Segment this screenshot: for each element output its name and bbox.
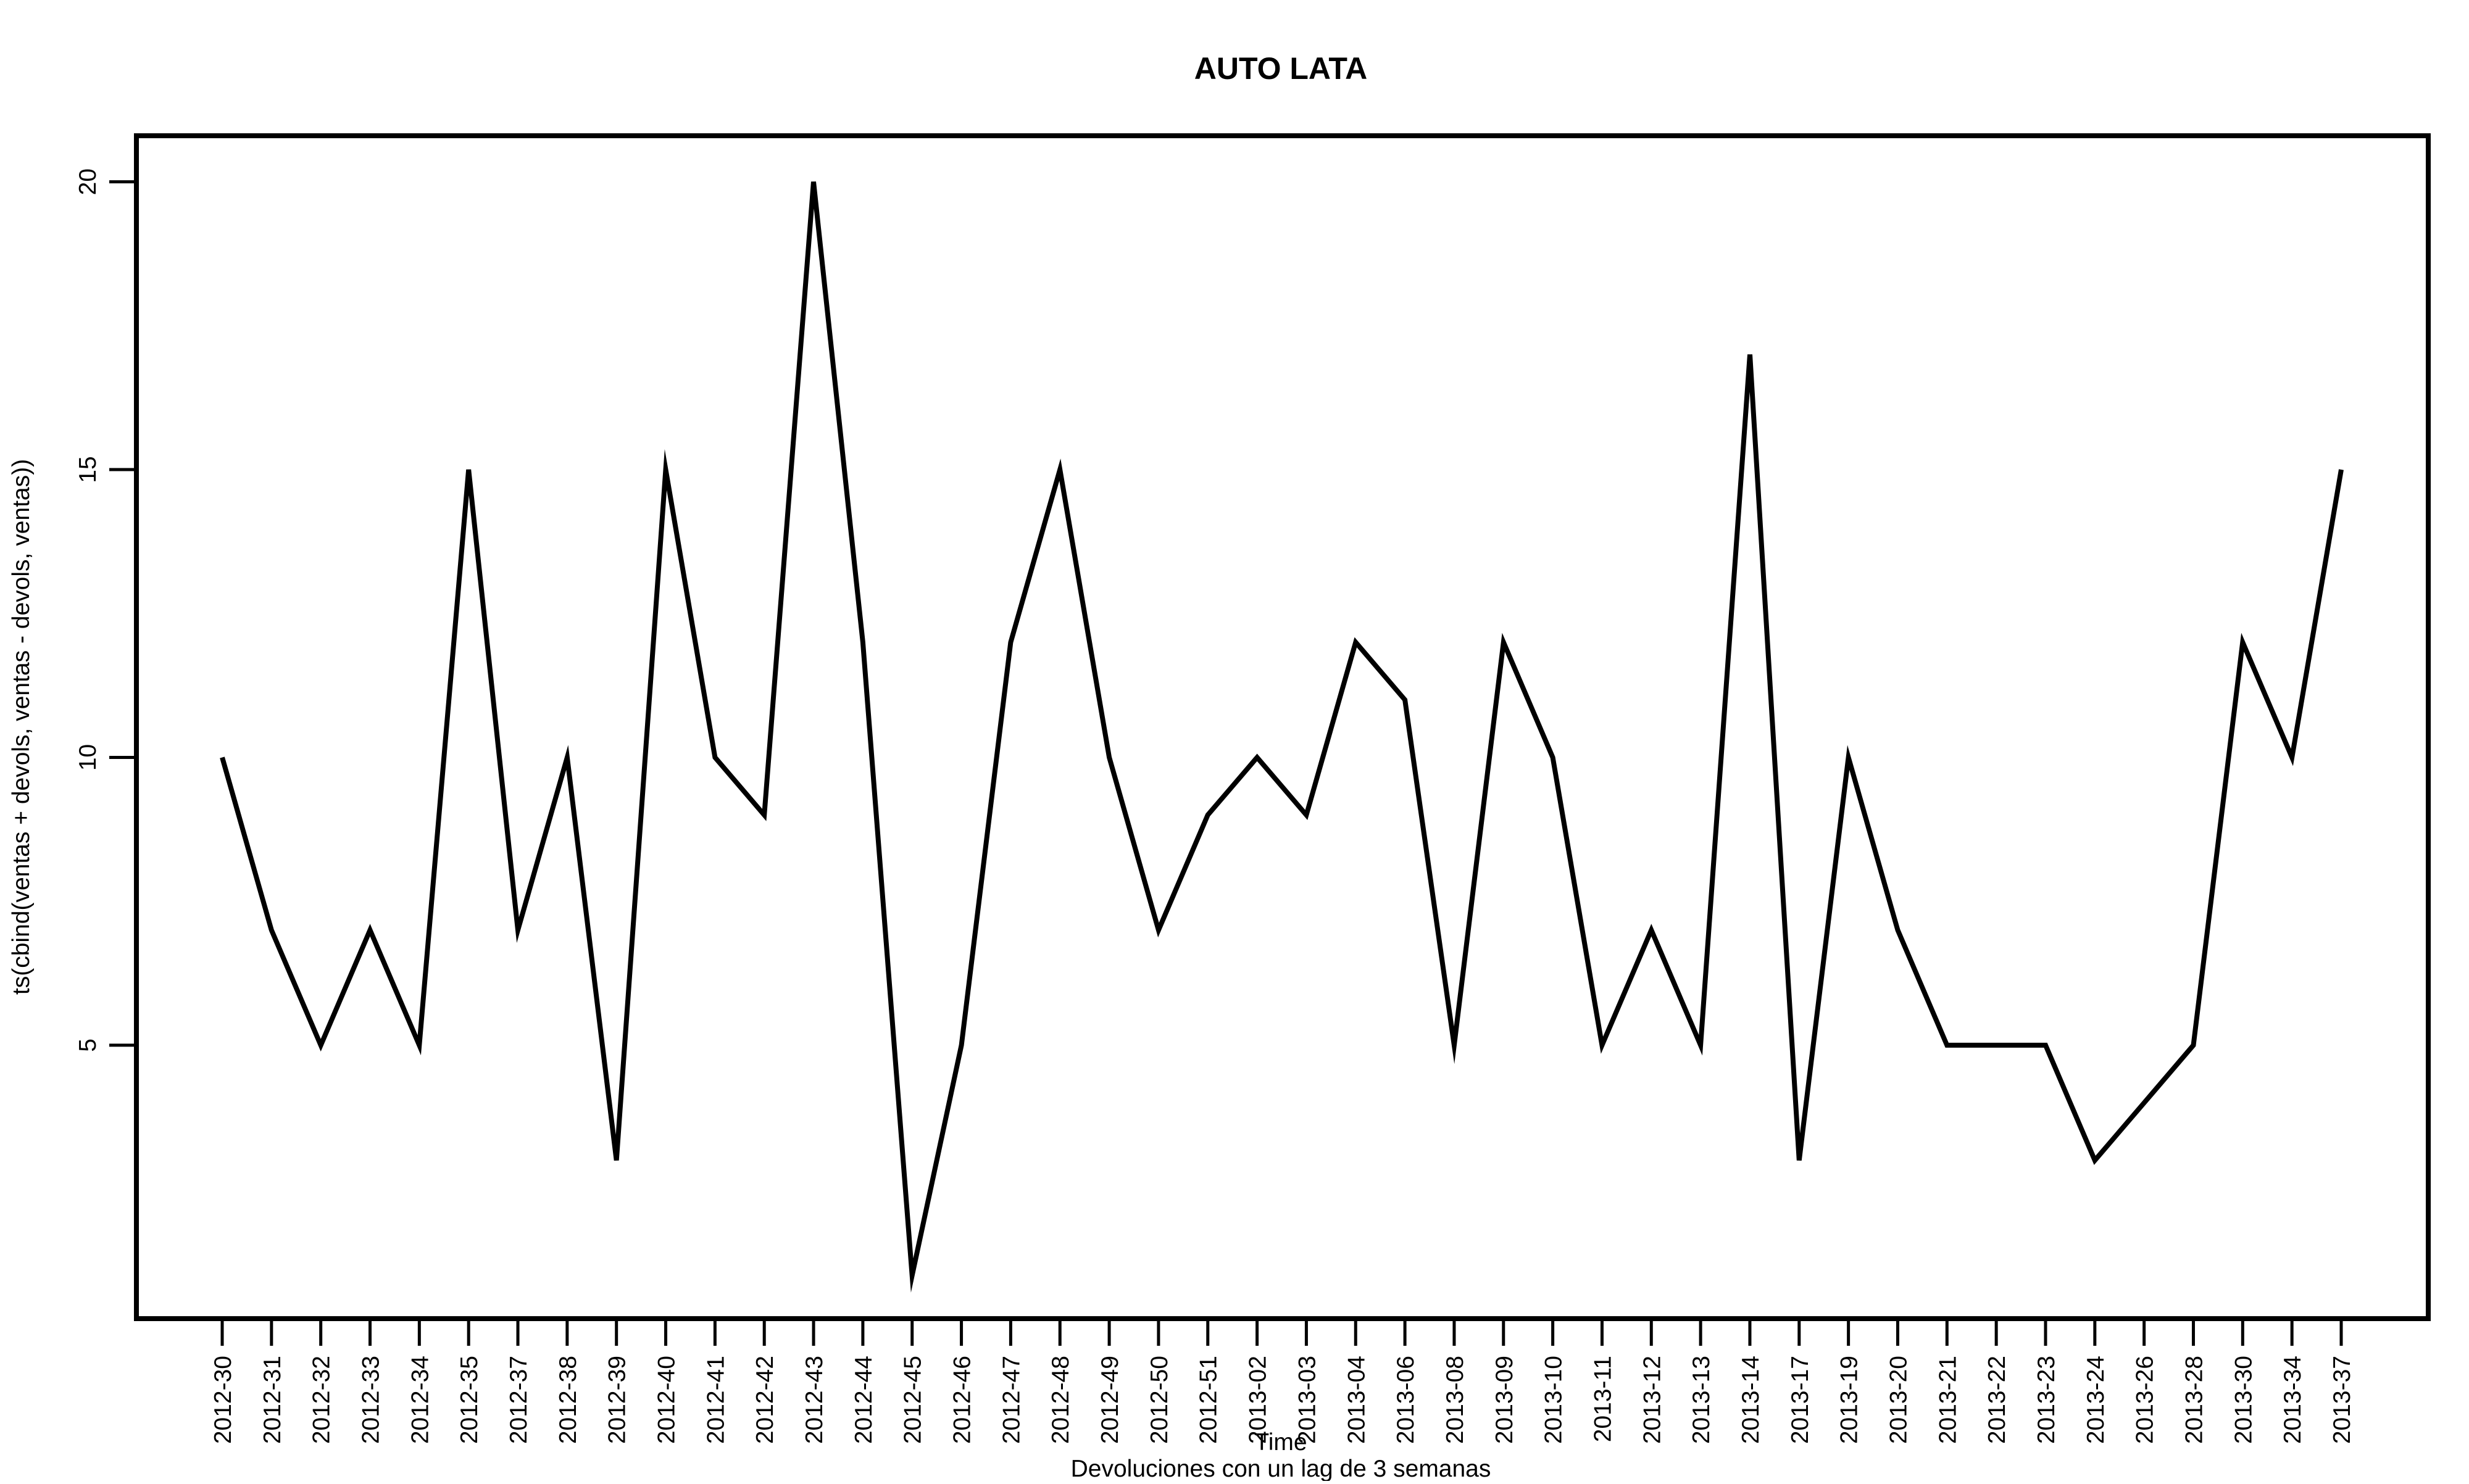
x-tick-label: 2013-11	[1589, 1356, 1616, 1442]
x-tick-label: 2012-51	[1196, 1356, 1222, 1444]
x-tick-label: 2013-09	[1491, 1356, 1518, 1444]
y-tick-label: 5	[75, 1038, 101, 1052]
x-tick-label: 2013-14	[1738, 1356, 1764, 1444]
x-tick-label: 2013-13	[1688, 1356, 1715, 1444]
x-tick-label: 2012-39	[604, 1356, 631, 1444]
chart-subtitle: Devoluciones con un lag de 3 semanas	[1071, 1456, 1491, 1481]
x-tick-label: 2013-12	[1639, 1356, 1665, 1444]
x-tick-label: 2012-42	[752, 1356, 778, 1444]
x-tick-label: 2012-35	[456, 1356, 483, 1444]
x-tick-label: 2012-49	[1097, 1356, 1123, 1444]
series-line	[220, 181, 2344, 1293]
x-tick-label: 2012-40	[654, 1356, 680, 1444]
y-tick-label: 15	[75, 456, 101, 483]
x-tick-label: 2013-28	[2181, 1356, 2207, 1444]
x-axis-label: Time	[1254, 1429, 1307, 1456]
x-tick-label: 2012-30	[210, 1356, 236, 1444]
x-tick-label: 2013-20	[1885, 1356, 1912, 1444]
y-tick-label: 10	[75, 744, 101, 771]
x-tick-label: 2012-41	[702, 1356, 729, 1444]
x-tick-label: 2012-43	[801, 1356, 828, 1444]
chart-title: AUTO LATA	[1194, 51, 1368, 86]
x-tick-label: 2013-19	[1836, 1356, 1863, 1444]
x-tick-label: 2013-23	[2033, 1356, 2060, 1444]
x-tick-label: 2012-47	[998, 1356, 1025, 1444]
y-axis-label: ts(cbind(ventas + devols, ventas - devol…	[8, 459, 35, 995]
y-axis: 5 10 15 20	[75, 168, 136, 1052]
y-tick-label: 20	[75, 168, 101, 195]
x-tick-label: 2013-26	[2132, 1356, 2159, 1444]
x-tick-label: 2012-37	[506, 1356, 532, 1444]
series-layer	[220, 181, 2344, 1293]
x-tick-label: 2012-31	[259, 1356, 286, 1444]
x-axis: 2012-30 2012-31 2012-32 2012-33 2012-34 2012-…	[210, 1319, 2355, 1444]
x-tick-label: 2012-48	[1047, 1356, 1074, 1444]
x-tick-label: 2012-38	[555, 1356, 581, 1444]
x-tick-label: 2012-50	[1146, 1356, 1173, 1444]
x-tick-label: 2012-45	[900, 1356, 926, 1444]
x-tick-label: 2012-33	[358, 1356, 385, 1444]
x-tick-label: 2013-08	[1442, 1356, 1468, 1444]
x-tick-label: 2013-10	[1541, 1356, 1567, 1444]
x-tick-label: 2013-21	[1934, 1356, 1961, 1444]
x-tick-label: 2013-03	[1294, 1356, 1320, 1444]
x-tick-label: 2013-24	[2083, 1356, 2109, 1444]
x-tick-label: 2013-17	[1787, 1356, 1813, 1444]
plot-frame	[134, 133, 2431, 1321]
x-tick-label: 2012-46	[949, 1356, 976, 1444]
x-tick-label: 2012-44	[851, 1356, 877, 1444]
x-tick-label: 2013-06	[1393, 1356, 1419, 1444]
x-tick-label: 2013-34	[2280, 1356, 2306, 1444]
x-tick-label: 2013-22	[1984, 1356, 2010, 1444]
x-tick-label: 2012-32	[309, 1356, 335, 1444]
x-tick-label: 2013-04	[1343, 1356, 1370, 1444]
x-tick-label: 2013-37	[2329, 1356, 2355, 1444]
x-tick-label: 2013-30	[2230, 1356, 2257, 1444]
x-tick-label: 2012-34	[407, 1356, 433, 1444]
x-tick-label: 2013-02	[1245, 1356, 1272, 1444]
